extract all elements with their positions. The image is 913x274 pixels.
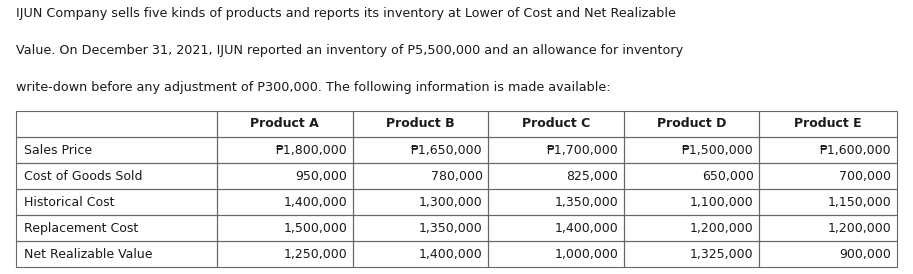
Text: 1,100,000: 1,100,000 (690, 196, 754, 209)
Text: write-down before any adjustment of P300,000. The following information is made : write-down before any adjustment of P300… (16, 81, 611, 94)
Text: 950,000: 950,000 (295, 170, 347, 182)
Bar (217, 137, 352, 163)
Text: ₱1,700,000: ₱1,700,000 (547, 144, 618, 156)
Text: Historical Cost: Historical Cost (24, 196, 114, 209)
Bar (217, 189, 352, 215)
Bar (217, 215, 352, 241)
Bar (352, 241, 488, 267)
Text: 1,500,000: 1,500,000 (283, 222, 347, 235)
Bar (624, 111, 760, 137)
Bar (624, 215, 760, 241)
Bar (488, 241, 624, 267)
Bar (488, 163, 624, 189)
Bar (624, 163, 760, 189)
Text: 1,400,000: 1,400,000 (554, 222, 618, 235)
Bar (352, 111, 488, 137)
Text: Product A: Product A (250, 118, 320, 130)
Bar (217, 111, 352, 137)
Bar (217, 163, 352, 189)
Text: Product C: Product C (522, 118, 590, 130)
Text: 1,350,000: 1,350,000 (419, 222, 483, 235)
Text: Product B: Product B (386, 118, 455, 130)
Bar (16, 189, 217, 215)
Text: 1,250,000: 1,250,000 (283, 248, 347, 261)
Text: Product D: Product D (656, 118, 726, 130)
Bar (760, 163, 897, 189)
Bar (16, 137, 217, 163)
Text: 1,200,000: 1,200,000 (827, 222, 891, 235)
Text: Cost of Goods Sold: Cost of Goods Sold (24, 170, 142, 182)
Text: Value. On December 31, 2021, IJUN reported an inventory of P5,500,000 and an all: Value. On December 31, 2021, IJUN report… (16, 44, 684, 57)
Bar (16, 241, 217, 267)
Text: 700,000: 700,000 (839, 170, 891, 182)
Bar (624, 137, 760, 163)
Text: IJUN Company sells five kinds of products and reports its inventory at Lower of : IJUN Company sells five kinds of product… (16, 7, 677, 20)
Bar (488, 189, 624, 215)
Bar (488, 111, 624, 137)
Text: 1,000,000: 1,000,000 (554, 248, 618, 261)
Bar (217, 241, 352, 267)
Text: 780,000: 780,000 (431, 170, 483, 182)
Bar (760, 137, 897, 163)
Text: 1,200,000: 1,200,000 (690, 222, 754, 235)
Bar (16, 163, 217, 189)
Text: Net Realizable Value: Net Realizable Value (24, 248, 152, 261)
Text: 825,000: 825,000 (566, 170, 618, 182)
Text: ₱1,800,000: ₱1,800,000 (276, 144, 347, 156)
Bar (16, 215, 217, 241)
Text: Replacement Cost: Replacement Cost (24, 222, 138, 235)
Text: 650,000: 650,000 (702, 170, 754, 182)
Text: Sales Price: Sales Price (24, 144, 92, 156)
Text: 1,400,000: 1,400,000 (419, 248, 483, 261)
Bar (760, 189, 897, 215)
Bar (352, 215, 488, 241)
Bar (624, 241, 760, 267)
Text: 1,150,000: 1,150,000 (827, 196, 891, 209)
Text: ₱1,500,000: ₱1,500,000 (682, 144, 754, 156)
Bar (352, 137, 488, 163)
Bar (352, 189, 488, 215)
Text: 1,300,000: 1,300,000 (419, 196, 483, 209)
Text: Product E: Product E (794, 118, 862, 130)
Text: 1,400,000: 1,400,000 (283, 196, 347, 209)
Bar (760, 111, 897, 137)
Bar (624, 189, 760, 215)
Text: 1,350,000: 1,350,000 (554, 196, 618, 209)
Text: ₱1,600,000: ₱1,600,000 (820, 144, 891, 156)
Bar (760, 215, 897, 241)
Bar (488, 137, 624, 163)
Text: 1,325,000: 1,325,000 (690, 248, 754, 261)
Text: ₱1,650,000: ₱1,650,000 (411, 144, 483, 156)
Bar (760, 241, 897, 267)
Bar (16, 111, 217, 137)
Text: 900,000: 900,000 (839, 248, 891, 261)
Bar (352, 163, 488, 189)
Bar (488, 215, 624, 241)
